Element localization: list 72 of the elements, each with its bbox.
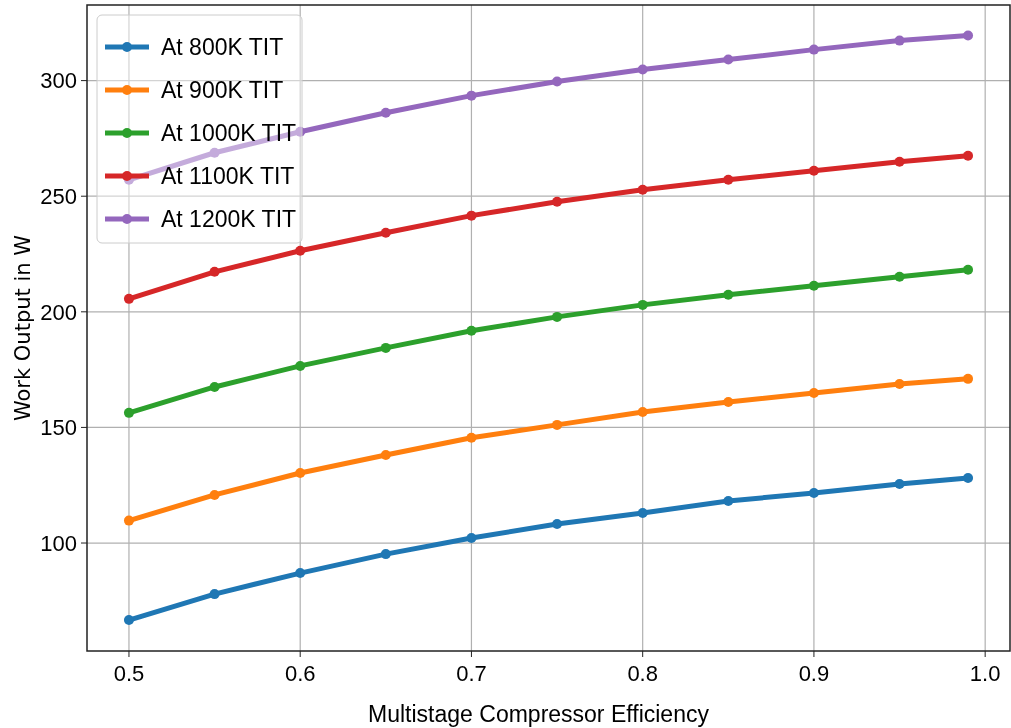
point bbox=[552, 419, 563, 430]
point bbox=[894, 35, 905, 46]
point bbox=[466, 432, 477, 443]
legend-label: At 900K TIT bbox=[161, 77, 284, 104]
point bbox=[637, 64, 648, 75]
point bbox=[723, 54, 734, 65]
point bbox=[123, 407, 134, 418]
point bbox=[123, 515, 134, 526]
point bbox=[963, 373, 974, 384]
point bbox=[808, 387, 819, 398]
y-tick-label: 300 bbox=[40, 68, 77, 94]
point bbox=[380, 342, 391, 353]
legend-label: At 1000K TIT bbox=[161, 120, 297, 147]
x-tick-label: 0.7 bbox=[456, 661, 487, 686]
point bbox=[466, 90, 477, 101]
y-tick-label: 200 bbox=[40, 299, 77, 325]
point bbox=[466, 210, 477, 221]
point bbox=[552, 196, 563, 207]
point bbox=[209, 489, 220, 500]
legend-label: At 1200K TIT bbox=[161, 206, 297, 233]
point bbox=[963, 473, 974, 484]
point bbox=[963, 264, 974, 275]
x-tick-label: 0.8 bbox=[627, 661, 658, 686]
point bbox=[295, 467, 306, 478]
point bbox=[552, 76, 563, 87]
point bbox=[808, 488, 819, 499]
point bbox=[380, 549, 391, 560]
point bbox=[295, 568, 306, 579]
x-tick-label: 0.6 bbox=[284, 661, 316, 686]
point bbox=[723, 289, 734, 300]
point bbox=[808, 165, 819, 176]
point bbox=[894, 479, 905, 490]
point bbox=[123, 615, 134, 626]
point bbox=[380, 227, 391, 238]
x-tick-label: 1.0 bbox=[969, 661, 1001, 686]
point bbox=[295, 360, 306, 371]
point bbox=[552, 519, 563, 530]
point bbox=[637, 406, 648, 417]
point bbox=[637, 184, 648, 195]
y-axis-title: Work Output in W bbox=[11, 234, 35, 422]
point bbox=[894, 156, 905, 167]
point bbox=[637, 507, 648, 518]
y-tick-label: 250 bbox=[40, 183, 77, 209]
point bbox=[552, 311, 563, 322]
point bbox=[209, 266, 220, 277]
point bbox=[295, 245, 306, 256]
point bbox=[723, 174, 734, 185]
point bbox=[808, 44, 819, 55]
x-axis-title: Multistage Compressor Efficiency bbox=[368, 701, 710, 727]
y-tick-label: 100 bbox=[40, 530, 77, 556]
legend-label: At 800K TIT bbox=[161, 34, 284, 61]
point bbox=[637, 299, 648, 310]
point bbox=[295, 126, 306, 137]
x-tick-label: 0.5 bbox=[113, 661, 145, 686]
point bbox=[963, 30, 974, 41]
point bbox=[894, 378, 905, 389]
point bbox=[209, 589, 220, 600]
point bbox=[380, 449, 391, 460]
legend-label: At 1100K TIT bbox=[161, 163, 295, 190]
y-tick-label: 150 bbox=[40, 415, 77, 441]
point bbox=[723, 396, 734, 407]
point bbox=[209, 147, 220, 158]
point bbox=[123, 293, 134, 304]
point bbox=[380, 107, 391, 118]
point bbox=[894, 271, 905, 282]
point bbox=[808, 280, 819, 291]
point bbox=[209, 381, 220, 392]
point bbox=[466, 532, 477, 543]
x-tick-label: 0.9 bbox=[798, 661, 830, 686]
point bbox=[466, 325, 477, 336]
point bbox=[963, 150, 974, 161]
point bbox=[723, 495, 734, 506]
